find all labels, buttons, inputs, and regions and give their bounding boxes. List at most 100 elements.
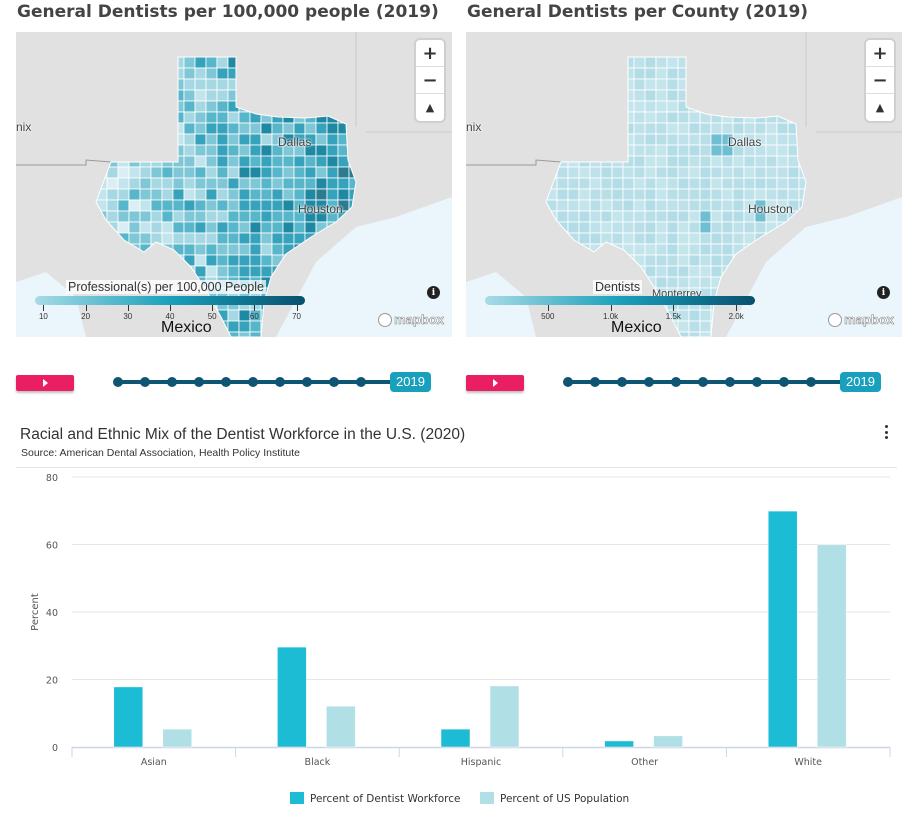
zoom-in-button[interactable]: + bbox=[416, 40, 444, 67]
county bbox=[238, 331, 251, 337]
compass-button[interactable]: ▲ bbox=[425, 101, 435, 114]
y-tick-label: 0 bbox=[52, 743, 58, 754]
timeline-step[interactable] bbox=[644, 377, 654, 387]
country-label-mexico: Mexico bbox=[611, 319, 662, 336]
gulf-of-mexico bbox=[726, 197, 902, 337]
bar-hispanic-workforce[interactable] bbox=[440, 728, 471, 748]
timeline-step[interactable] bbox=[671, 377, 681, 387]
legend-tick bbox=[673, 305, 675, 311]
bar-other-workforce[interactable] bbox=[604, 740, 634, 748]
zoom-out-button[interactable]: − bbox=[866, 67, 894, 94]
compass-button[interactable]: ▲ bbox=[875, 101, 885, 114]
timeline-step[interactable] bbox=[329, 377, 339, 387]
legend-swatch[interactable] bbox=[290, 792, 304, 804]
map-canvas[interactable]: nix Dallas Houston + − ▲ Professional(s)… bbox=[16, 32, 452, 337]
chart-title: Racial and Ethnic Mix of the Dentist Wor… bbox=[20, 426, 466, 443]
bar-white-workforce[interactable] bbox=[767, 510, 798, 748]
legend-tick bbox=[547, 305, 549, 311]
legend-tick-label: 2.0k bbox=[728, 312, 744, 321]
timeline-step[interactable] bbox=[302, 377, 312, 387]
bar-black-population[interactable] bbox=[326, 705, 356, 748]
county bbox=[227, 331, 240, 337]
bar-white-population[interactable] bbox=[816, 544, 847, 748]
info-icon[interactable]: i bbox=[427, 286, 440, 299]
country-label-mexico: Mexico bbox=[161, 319, 212, 336]
play-button[interactable] bbox=[466, 375, 524, 391]
legend-label[interactable]: Percent of US Population bbox=[500, 793, 629, 805]
mapbox-attribution[interactable]: mapbox bbox=[378, 312, 444, 327]
x-tick-label: Asian bbox=[141, 757, 167, 768]
legend-tick-label: 20 bbox=[81, 312, 91, 321]
timeline-step[interactable] bbox=[563, 377, 573, 387]
legend-tick-label: 1.0k bbox=[603, 312, 619, 321]
y-tick-label: 80 bbox=[46, 473, 58, 484]
timeline-step[interactable] bbox=[221, 377, 231, 387]
chart-subtitle: Source: American Dental Association, Hea… bbox=[21, 447, 300, 459]
x-tick-label: Other bbox=[631, 757, 658, 768]
timeline-slider[interactable]: 2019 bbox=[563, 372, 881, 392]
info-icon[interactable]: i bbox=[877, 286, 890, 299]
legend-color-scale bbox=[485, 296, 755, 305]
timeline-step[interactable] bbox=[113, 377, 123, 387]
mapbox-attribution[interactable]: mapbox bbox=[828, 312, 894, 327]
bar-asian-workforce[interactable] bbox=[113, 686, 144, 748]
timeline-step[interactable] bbox=[167, 377, 177, 387]
legend-tick-label: 60 bbox=[249, 312, 259, 321]
county bbox=[677, 331, 690, 337]
timeline-year-badge[interactable]: 2019 bbox=[840, 372, 881, 392]
legend-tick-label: 10 bbox=[38, 312, 48, 321]
x-tick-label: Hispanic bbox=[461, 757, 501, 768]
timeline-track bbox=[118, 380, 398, 384]
zoom-in-button[interactable]: + bbox=[866, 40, 894, 67]
legend-tick-label: 70 bbox=[292, 312, 302, 321]
timeline-step[interactable] bbox=[356, 377, 366, 387]
county bbox=[688, 331, 701, 337]
bar-hispanic-population[interactable] bbox=[489, 685, 520, 748]
timeline-step[interactable] bbox=[590, 377, 600, 387]
map-canvas[interactable]: nix Dallas Houston + − ▲ Monterrey Denti… bbox=[466, 32, 902, 337]
legend-tick-label: 50 bbox=[207, 312, 217, 321]
legend-tick bbox=[43, 305, 45, 311]
legend-swatch[interactable] bbox=[480, 792, 494, 804]
play-button[interactable] bbox=[16, 375, 74, 391]
bar-asian-population[interactable] bbox=[162, 728, 193, 748]
timeline-step[interactable] bbox=[248, 377, 258, 387]
zoom-control: + − ▲ bbox=[866, 40, 894, 121]
city-label-houston: Houston bbox=[748, 202, 793, 216]
legend-tick bbox=[254, 305, 256, 311]
legend-label[interactable]: Percent of Dentist Workforce bbox=[310, 793, 461, 805]
legend-tick-label: 30 bbox=[123, 312, 133, 321]
city-label-left: nix bbox=[16, 120, 32, 134]
legend-tick-label: 1.5k bbox=[665, 312, 681, 321]
legend-title: Dentists bbox=[593, 280, 643, 294]
kebab-menu-icon[interactable] bbox=[881, 425, 891, 443]
y-tick-label: 20 bbox=[46, 676, 58, 687]
mapbox-logo-icon bbox=[378, 312, 393, 327]
county bbox=[699, 331, 712, 337]
bar-black-workforce[interactable] bbox=[277, 646, 307, 748]
county bbox=[249, 331, 262, 337]
timeline-step[interactable] bbox=[194, 377, 204, 387]
legend-tick bbox=[212, 305, 214, 311]
legend-tick bbox=[610, 305, 612, 311]
timeline-step[interactable] bbox=[275, 377, 285, 387]
timeline-step[interactable] bbox=[617, 377, 627, 387]
timeline-year-badge[interactable]: 2019 bbox=[390, 372, 431, 392]
y-tick-label: 40 bbox=[46, 608, 58, 619]
legend-tick bbox=[127, 305, 129, 311]
y-tick-label: 60 bbox=[46, 541, 58, 552]
zoom-out-button[interactable]: − bbox=[416, 67, 444, 94]
timeline-step[interactable] bbox=[806, 377, 816, 387]
gulf-of-mexico bbox=[276, 197, 452, 337]
timeline-step[interactable] bbox=[725, 377, 735, 387]
timeline-step[interactable] bbox=[140, 377, 150, 387]
timeline-step[interactable] bbox=[779, 377, 789, 387]
legend-tick bbox=[85, 305, 87, 311]
legend-tick bbox=[296, 305, 298, 311]
timeline-slider[interactable]: 2019 bbox=[113, 372, 431, 392]
bar-other-population[interactable] bbox=[653, 735, 683, 748]
timeline-step[interactable] bbox=[698, 377, 708, 387]
x-tick-label: Black bbox=[305, 757, 331, 768]
timeline-step[interactable] bbox=[752, 377, 762, 387]
map-title: General Dentists per 100,000 people (201… bbox=[17, 2, 439, 22]
